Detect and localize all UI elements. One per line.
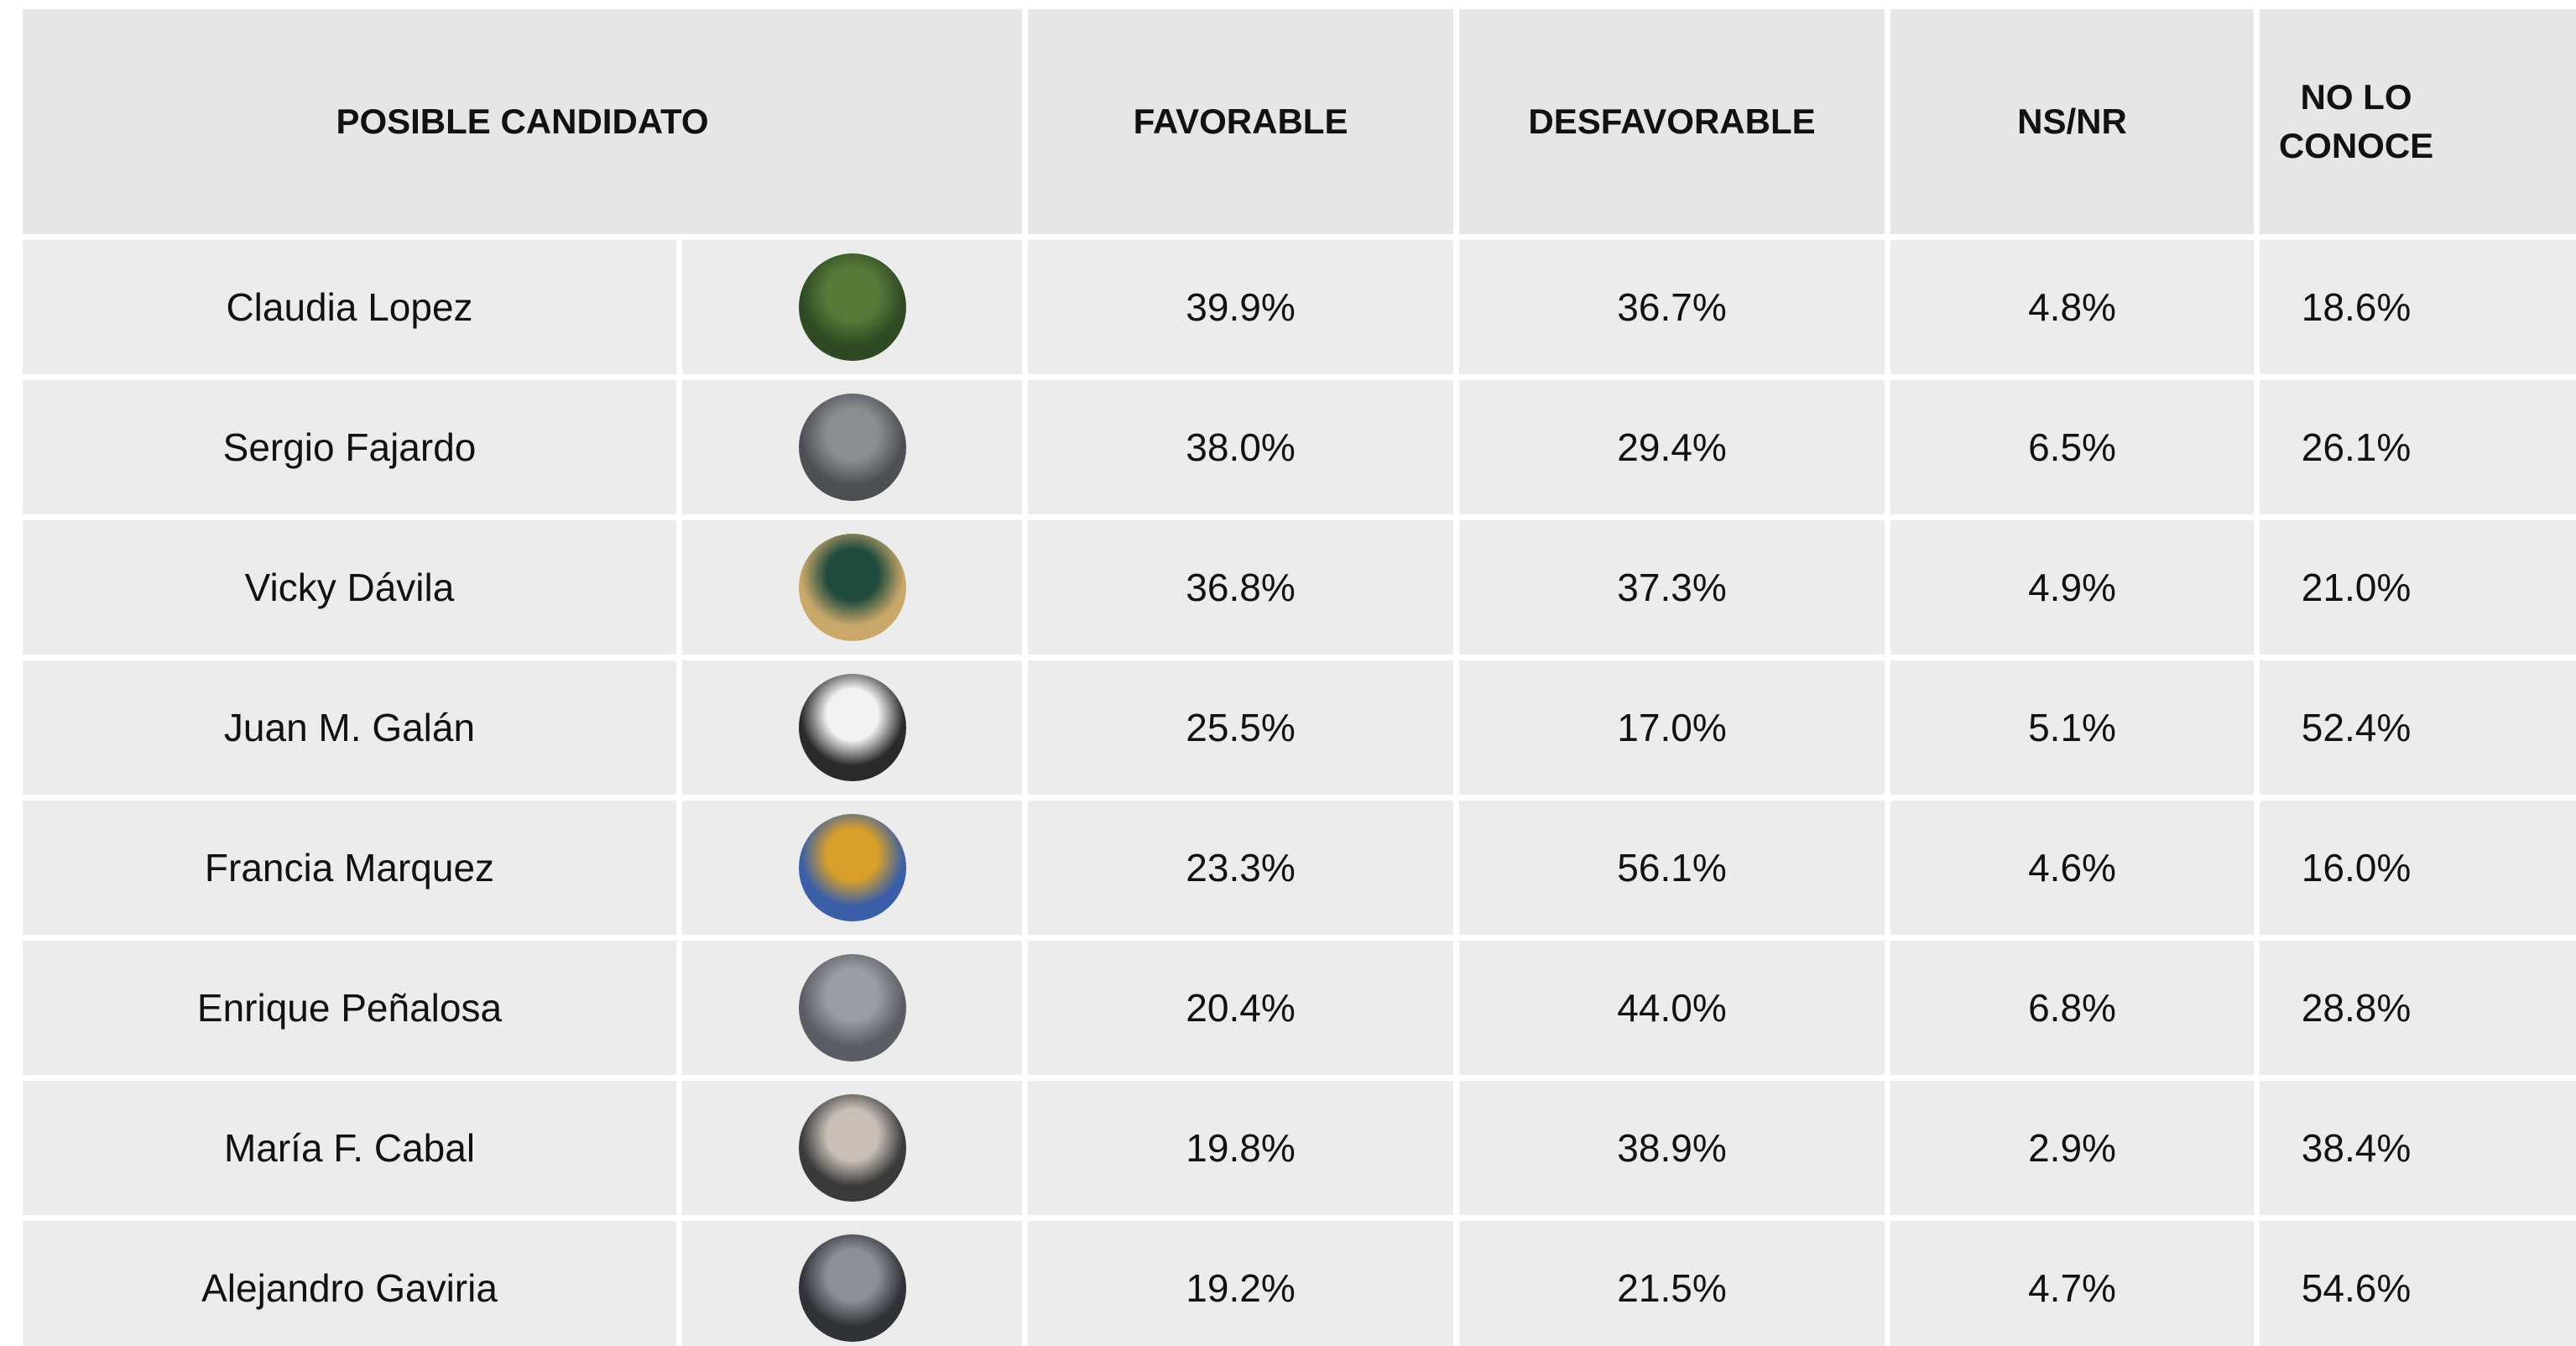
candidate-photo (799, 1234, 906, 1342)
header-cell: FAVORABLE (1028, 9, 1453, 234)
value-cell: 16.0% (2260, 801, 2576, 935)
candidate-photo (799, 814, 906, 921)
value-cell: 4.8% (1890, 240, 2254, 374)
candidate-name: Claudia Lopez (23, 240, 676, 374)
value-text: 52.4% (2276, 705, 2436, 750)
candidate-row: Francia Marquez 23.3%56.1%4.6% 16.0% (23, 801, 2576, 935)
value-text: 18.6% (2276, 284, 2436, 330)
value-cell: 52.4% (2260, 660, 2576, 795)
candidate-name: María F. Cabal (23, 1081, 676, 1215)
value-cell: 28.8% (2260, 941, 2576, 1075)
candidate-row: María F. Cabal 19.8%38.9%2.9% 38.4% (23, 1081, 2576, 1215)
value-text: 54.6% (2276, 1265, 2436, 1311)
photo-cell (682, 380, 1022, 514)
candidate-name: Vicky Dávila (23, 520, 676, 655)
candidate-photo (799, 1094, 906, 1202)
value-cell: 21.5% (1459, 1221, 1885, 1346)
value-cell: 2.9% (1890, 1081, 2254, 1215)
value-cell: 21.0% (2260, 520, 2576, 655)
value-cell: 19.2% (1028, 1221, 1453, 1346)
candidate-name: Sergio Fajardo (23, 380, 676, 514)
photo-cell (682, 1081, 1022, 1215)
value-text: 38.4% (2276, 1125, 2436, 1171)
header-cell: NS/NR (1890, 9, 2254, 234)
value-cell: 5.1% (1890, 660, 2254, 795)
value-cell: 20.4% (1028, 941, 1453, 1075)
candidate-row: Vicky Dávila 36.8%37.3%4.9% 21.0% (23, 520, 2576, 655)
value-cell: 4.9% (1890, 520, 2254, 655)
value-cell: 4.7% (1890, 1221, 2254, 1346)
page: POSIBLE CANDIDATO FAVORABLE DESFAVORABLE… (0, 0, 2576, 1346)
candidate-photo (799, 253, 906, 361)
candidate-row: Alejandro Gaviria 19.2%21.5%4.7% 54.6% (23, 1221, 2576, 1346)
value-cell: 36.8% (1028, 520, 1453, 655)
value-cell: 6.8% (1890, 941, 2254, 1075)
value-cell: 4.6% (1890, 801, 2254, 935)
value-cell: 19.8% (1028, 1081, 1453, 1215)
photo-cell (682, 240, 1022, 374)
candidate-name: Enrique Peñalosa (23, 941, 676, 1075)
candidate-photo (799, 674, 906, 781)
candidate-row: Claudia Lopez 39.9%36.7%4.8% 18.6% (23, 240, 2576, 374)
candidate-name: Juan M. Galán (23, 660, 676, 795)
value-cell: 38.0% (1028, 380, 1453, 514)
value-cell: 38.4% (2260, 1081, 2576, 1215)
header-text: NO LO CONOCE (2276, 73, 2436, 170)
value-text: 16.0% (2276, 845, 2436, 890)
value-cell: 56.1% (1459, 801, 1885, 935)
candidate-photo (799, 954, 906, 1062)
header-row: POSIBLE CANDIDATO FAVORABLE DESFAVORABLE… (23, 9, 2576, 234)
favorability-table: POSIBLE CANDIDATO FAVORABLE DESFAVORABLE… (17, 3, 2576, 1346)
candidate-photo (799, 394, 906, 501)
photo-cell (682, 801, 1022, 935)
value-text: 28.8% (2276, 985, 2436, 1030)
table-body: Claudia Lopez 39.9%36.7%4.8% 18.6% Sergio F… (23, 240, 2576, 1346)
value-text: 26.1% (2276, 425, 2436, 470)
candidate-name: Francia Marquez (23, 801, 676, 935)
value-text: 21.0% (2276, 565, 2436, 610)
value-cell: 26.1% (2260, 380, 2576, 514)
photo-cell (682, 660, 1022, 795)
value-cell: 44.0% (1459, 941, 1885, 1075)
candidate-name: Alejandro Gaviria (23, 1221, 676, 1346)
photo-cell (682, 1221, 1022, 1346)
photo-cell (682, 520, 1022, 655)
photo-cell (682, 941, 1022, 1075)
value-cell: 17.0% (1459, 660, 1885, 795)
candidate-row: Enrique Peñalosa 20.4%44.0%6.8% 28.8% (23, 941, 2576, 1075)
header-cell: POSIBLE CANDIDATO (23, 9, 1022, 234)
value-cell: 25.5% (1028, 660, 1453, 795)
value-cell: 39.9% (1028, 240, 1453, 374)
candidate-row: Juan M. Galán 25.5%17.0%5.1% 52.4% (23, 660, 2576, 795)
candidate-photo (799, 534, 906, 641)
value-cell: 38.9% (1459, 1081, 1885, 1215)
header-cell: NO LO CONOCE (2260, 9, 2576, 234)
value-cell: 29.4% (1459, 380, 1885, 514)
value-cell: 36.7% (1459, 240, 1885, 374)
value-cell: 23.3% (1028, 801, 1453, 935)
value-cell: 18.6% (2260, 240, 2576, 374)
value-cell: 37.3% (1459, 520, 1885, 655)
candidate-row: Sergio Fajardo 38.0%29.4%6.5% 26.1% (23, 380, 2576, 514)
header-cell: DESFAVORABLE (1459, 9, 1885, 234)
value-cell: 54.6% (2260, 1221, 2576, 1346)
value-cell: 6.5% (1890, 380, 2254, 514)
